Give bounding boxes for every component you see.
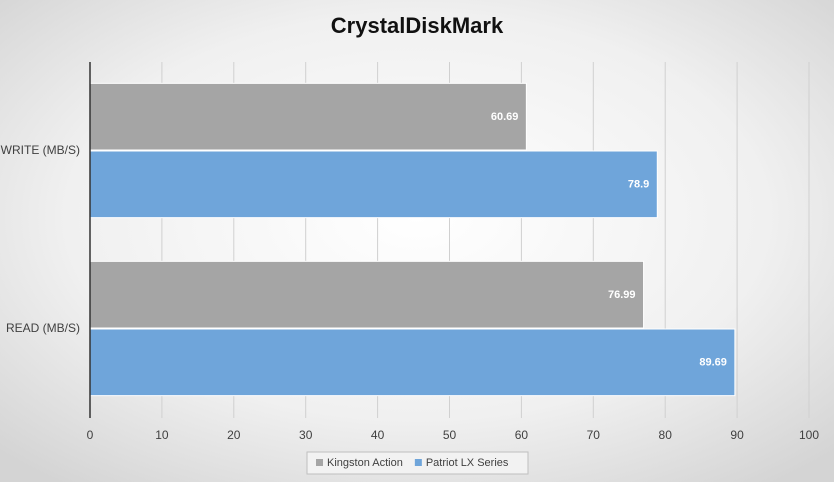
x-tick-label: 40	[371, 428, 385, 442]
x-tick-label: 0	[87, 428, 94, 442]
value-label: 60.69	[491, 111, 519, 123]
bar	[89, 150, 658, 219]
legend-label: Kingston Action	[327, 457, 403, 469]
value-label: 89.69	[699, 357, 727, 369]
y-tick-label: WRITE (MB/S)	[1, 143, 80, 157]
x-tick-label: 70	[587, 428, 601, 442]
chart-title: CrystalDiskMark	[331, 13, 504, 38]
x-tick-label: 100	[799, 428, 819, 442]
y-tick-label: READ (MB/S)	[6, 321, 80, 335]
value-label: 78.9	[628, 179, 649, 191]
x-tick-label: 80	[659, 428, 673, 442]
x-tick-label: 20	[227, 428, 241, 442]
legend-label: Patriot LX Series	[426, 457, 509, 469]
x-tick-label: 60	[515, 428, 529, 442]
bar	[89, 260, 645, 329]
bar	[89, 328, 736, 397]
legend-marker	[414, 459, 422, 466]
legend-marker	[316, 459, 323, 466]
x-tick-label: 10	[155, 428, 169, 442]
x-tick-label: 90	[730, 428, 744, 442]
bar	[89, 82, 527, 151]
x-tick-label: 50	[443, 428, 457, 442]
value-label: 76.99	[608, 289, 636, 301]
x-tick-label: 30	[299, 428, 313, 442]
